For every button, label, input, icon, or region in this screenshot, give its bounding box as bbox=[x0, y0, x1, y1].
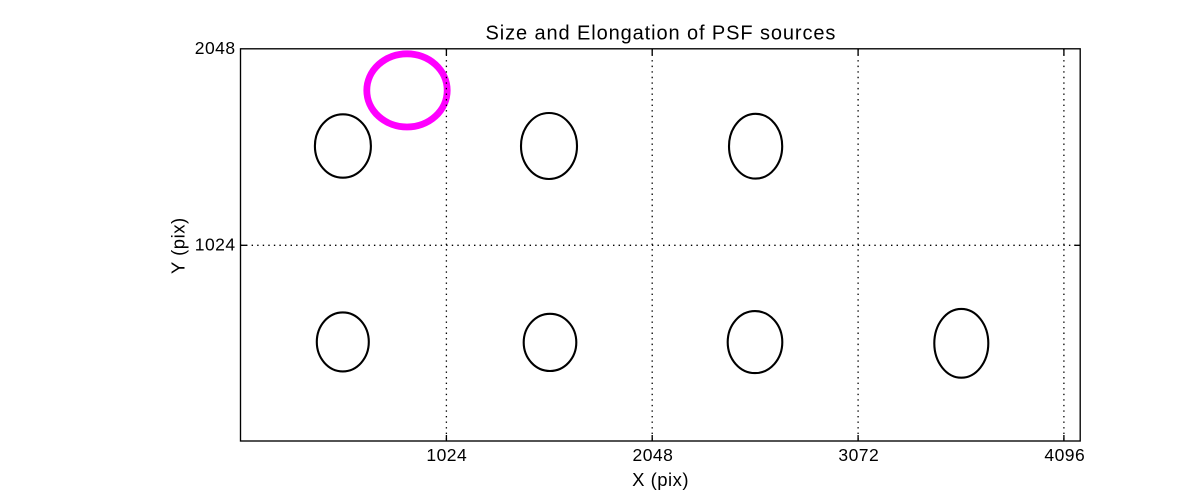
svg-text:1024: 1024 bbox=[195, 234, 236, 254]
svg-text:1024: 1024 bbox=[426, 445, 467, 465]
svg-text:4096: 4096 bbox=[1044, 445, 1085, 465]
svg-text:X (pix): X (pix) bbox=[632, 469, 689, 490]
svg-text:3072: 3072 bbox=[838, 445, 879, 465]
svg-text:Size and Elongation of PSF sou: Size and Elongation of PSF sources bbox=[486, 23, 837, 45]
svg-text:2048: 2048 bbox=[195, 38, 236, 58]
svg-text:Y (pix): Y (pix) bbox=[167, 217, 188, 274]
svg-text:2048: 2048 bbox=[633, 445, 674, 465]
